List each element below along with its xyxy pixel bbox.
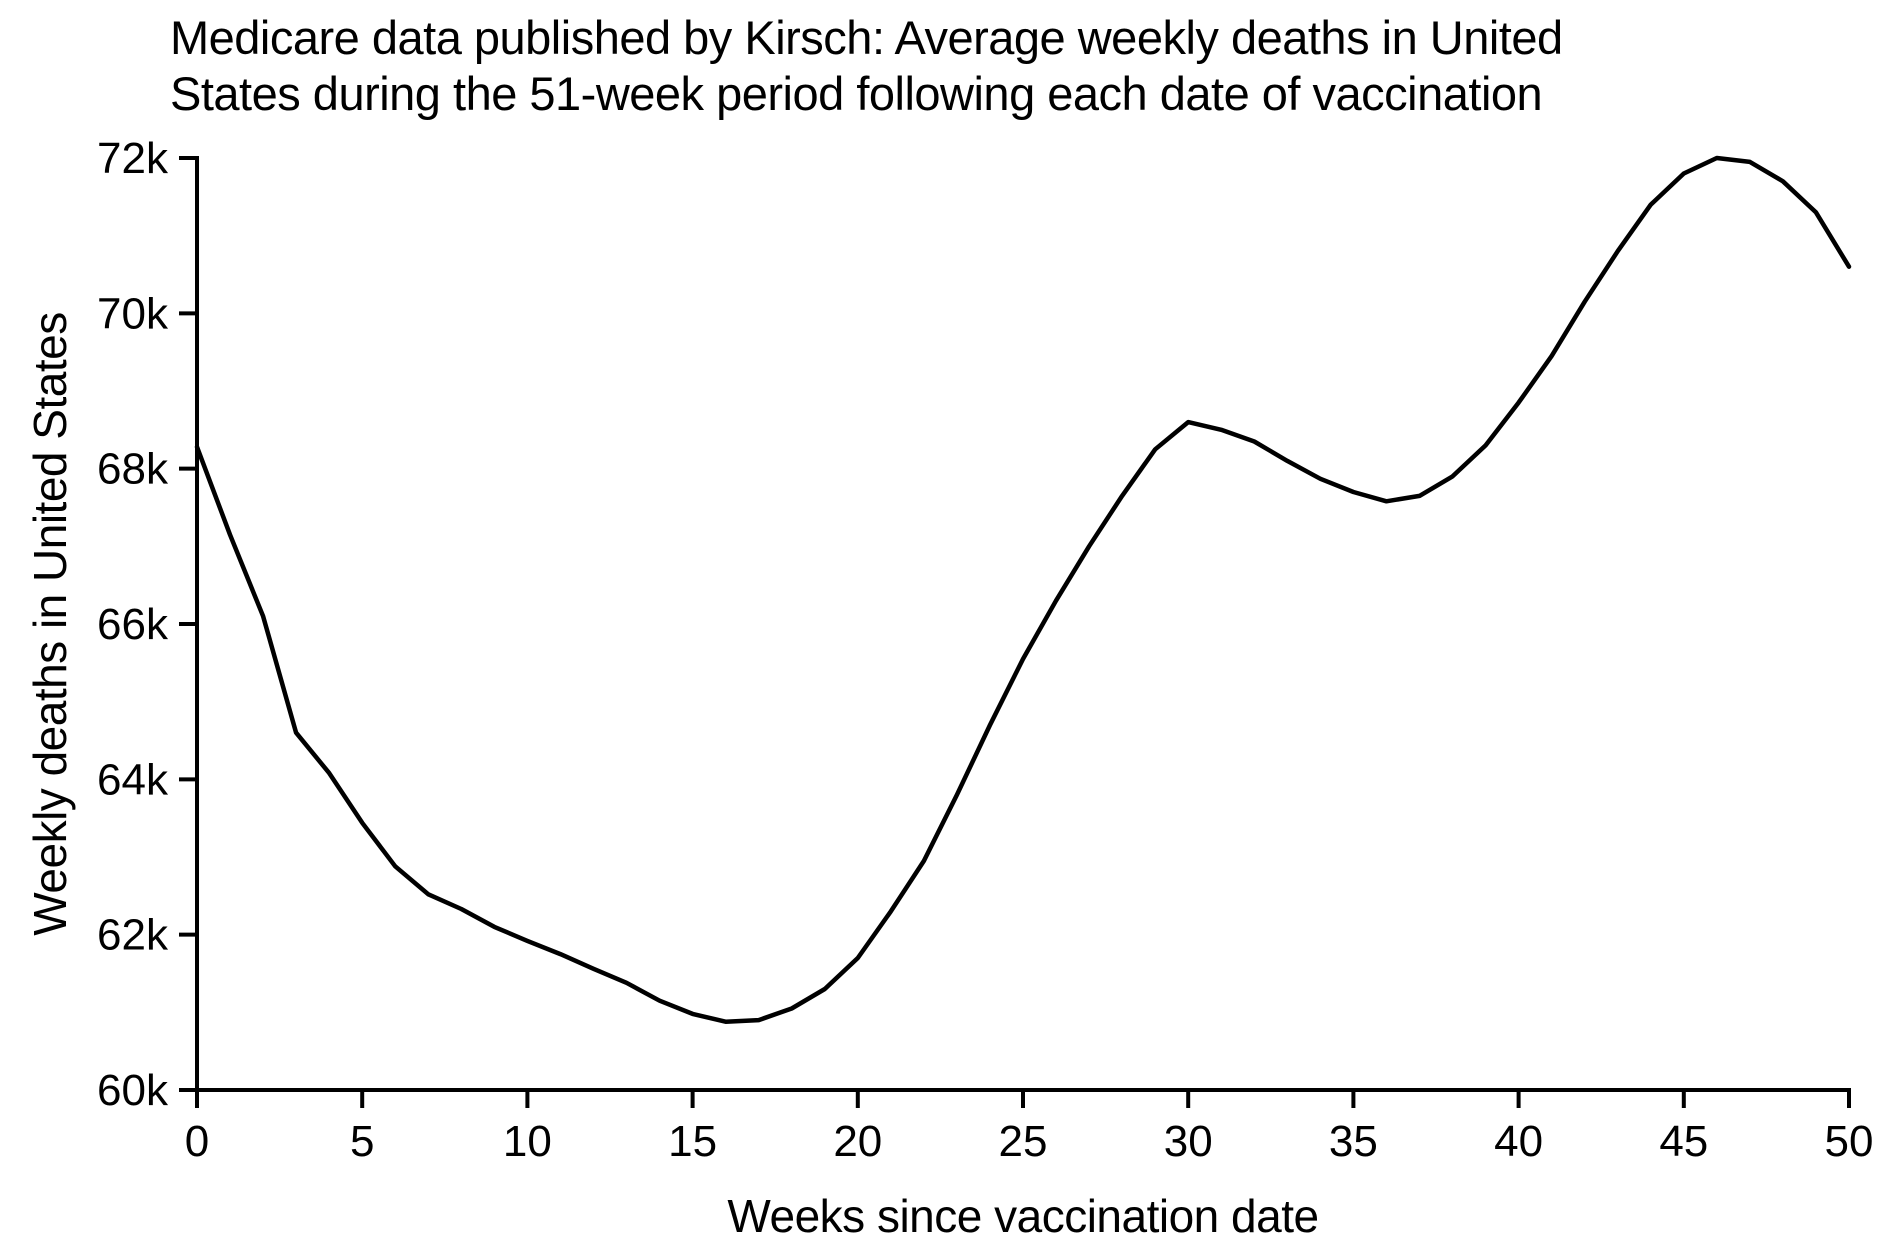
x-tick-label: 50 [1825,1117,1874,1166]
y-tick-label: 68k [97,445,169,494]
x-tick-label: 45 [1659,1117,1708,1166]
x-tick-label: 15 [668,1117,717,1166]
x-axis-title: Weeks since vaccination date [727,1190,1318,1242]
x-tick-label: 5 [350,1117,374,1166]
x-tick-label: 10 [503,1117,552,1166]
series-line [194,155,1852,1024]
y-tick-label: 72k [97,134,169,183]
y-tick-label: 64k [97,755,169,804]
y-axis-ticks: 60k 62k 64k 66k 68k 70k 72k [97,134,197,1115]
x-tick-label: 25 [999,1117,1048,1166]
x-tick-label: 35 [1329,1117,1378,1166]
x-tick-label: 40 [1494,1117,1543,1166]
y-tick-label: 66k [97,600,169,649]
x-axis-ticks: 0 5 10 15 20 25 30 35 40 45 50 [185,1090,1874,1166]
chart-title-line2: States during the 51-week period followi… [170,67,1542,120]
x-tick-label: 30 [1164,1117,1213,1166]
y-tick-label: 60k [97,1066,169,1115]
y-tick-label: 70k [97,289,169,338]
x-tick-label: 20 [833,1117,882,1166]
y-tick-label: 62k [97,911,169,960]
x-tick-label: 0 [185,1117,209,1166]
chart-title-line1: Medicare data published by Kirsch: Avera… [170,11,1563,64]
y-axis-title: Weekly deaths in United States [24,312,76,935]
